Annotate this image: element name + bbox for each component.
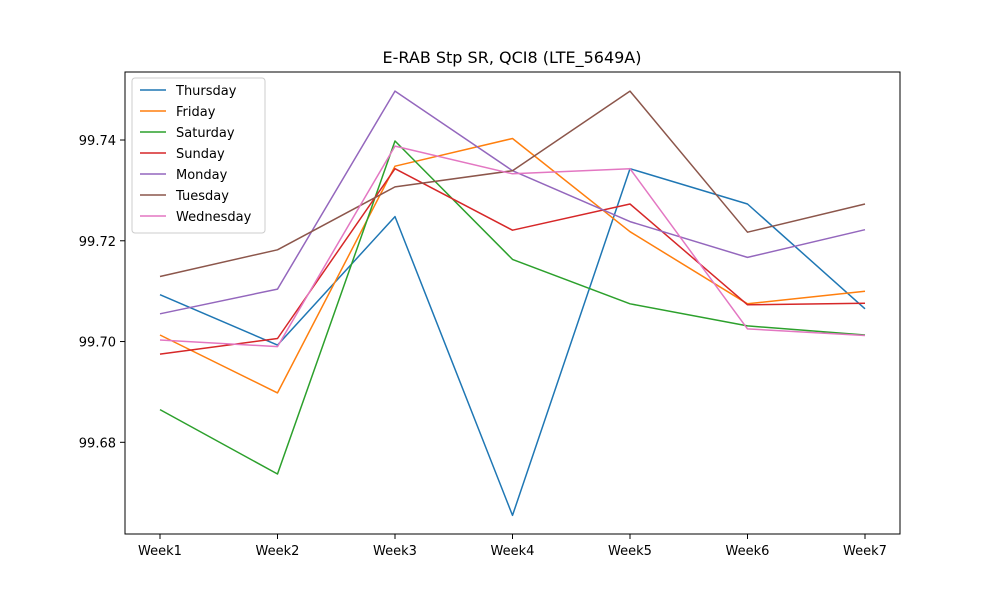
x-tick-label: Week6 (726, 544, 770, 559)
legend-label: Thursday (175, 84, 237, 99)
legend-label: Tuesday (175, 189, 229, 204)
x-tick-label: Week1 (138, 544, 182, 559)
series-line-monday (159, 90, 866, 315)
legend-label: Wednesday (176, 210, 252, 225)
series-line-saturday (159, 140, 866, 475)
series-line-tuesday (159, 90, 866, 278)
legend-label: Sunday (176, 147, 225, 162)
series-line-friday (159, 137, 866, 394)
legend-label: Monday (176, 168, 228, 183)
y-tick-label: 99.68 (79, 436, 116, 451)
x-tick-label: Week7 (843, 544, 887, 559)
series-line-wednesday (159, 145, 866, 348)
legend-label: Friday (176, 105, 216, 120)
x-tick-label: Week3 (373, 544, 417, 559)
x-tick-label: Week4 (491, 544, 535, 559)
series-line-thursday (159, 167, 866, 517)
y-tick-label: 99.72 (79, 235, 116, 250)
x-tick-label: Week2 (256, 544, 300, 559)
series-lines (159, 90, 866, 517)
x-axis: Week1 Week2 Week3 Week4 Week5 Week6 Week7 (138, 534, 887, 559)
chart-title: E-RAB Stp SR, QCI8 (LTE_5649A) (383, 48, 642, 68)
x-tick-label: Week5 (608, 544, 652, 559)
y-tick-label: 99.74 (79, 134, 116, 149)
y-tick-label: 99.70 (79, 336, 116, 351)
legend: Thursday Friday Saturday Sunday Monday Tuesda… (131, 77, 266, 234)
legend-label: Saturday (176, 126, 235, 141)
y-axis: 99.68 99.70 99.72 99.74 (79, 134, 125, 451)
series-line-sunday (159, 167, 866, 355)
